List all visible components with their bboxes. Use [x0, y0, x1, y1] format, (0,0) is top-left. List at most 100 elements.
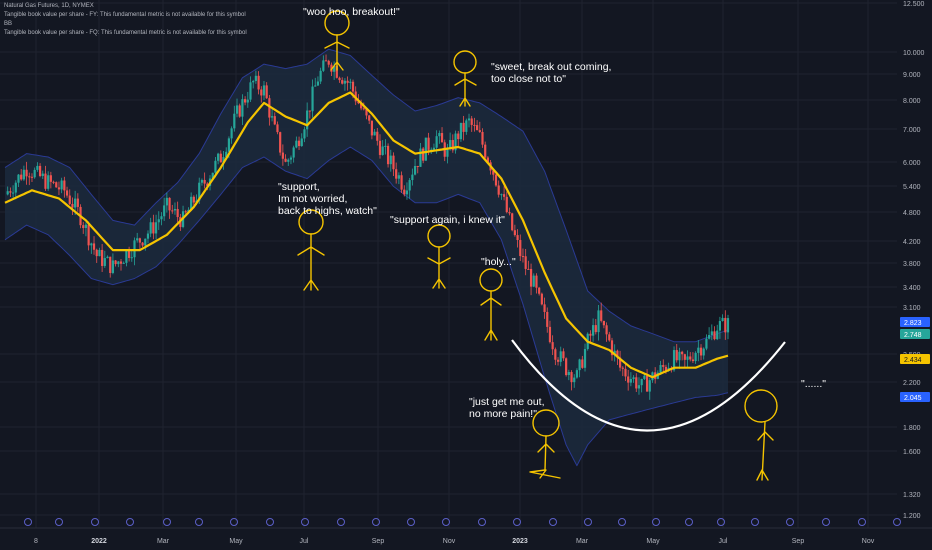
candle — [327, 59, 330, 68]
candle — [30, 173, 34, 183]
candle — [694, 351, 697, 364]
candle-body — [438, 133, 441, 137]
y-tick-label: 7.000 — [903, 127, 921, 134]
candle-body — [333, 65, 336, 72]
candle-body — [111, 260, 115, 273]
candle-body — [211, 172, 214, 179]
indicator-line-fq: Tangible book value per share - FQ: This… — [4, 30, 247, 36]
candle — [141, 242, 144, 248]
bb-upper-line — [4, 48, 729, 343]
candle — [314, 77, 317, 87]
candle-body — [389, 155, 392, 165]
event-marker-icon — [685, 518, 693, 526]
candle — [114, 260, 117, 267]
candle — [160, 212, 163, 226]
candle-body — [246, 99, 249, 103]
stick-figure-body — [454, 72, 477, 107]
candle — [14, 180, 17, 200]
candle-body — [492, 170, 495, 175]
x-tick-label: Mar — [157, 538, 170, 545]
candle — [44, 165, 47, 191]
x-tick-label: May — [646, 538, 660, 545]
candle — [637, 377, 641, 395]
candle — [605, 322, 608, 342]
candle-body — [422, 148, 425, 161]
x-tick-label: Nov — [443, 538, 456, 545]
event-marker-icon — [126, 518, 134, 526]
candle-body — [473, 124, 476, 126]
candle-body — [664, 366, 668, 371]
candle — [575, 368, 579, 379]
event-marker-icon — [372, 518, 380, 526]
candle — [592, 318, 595, 342]
event-marker-icon — [230, 518, 238, 526]
candle-body — [297, 140, 301, 147]
candle — [82, 221, 85, 234]
candle — [244, 96, 247, 106]
candle-body — [20, 174, 23, 180]
x-tick-label: Mar — [576, 538, 589, 545]
candle-body — [63, 180, 66, 191]
candle — [33, 167, 36, 179]
candle-body — [691, 359, 695, 362]
candle — [125, 249, 128, 267]
candle — [440, 127, 444, 143]
candle — [306, 102, 309, 137]
event-marker-icon — [893, 518, 901, 526]
candle-body — [672, 350, 676, 371]
candle-body — [306, 110, 309, 130]
candle-body — [419, 148, 422, 167]
y-tick-label: 8.000 — [903, 98, 921, 105]
candle-body — [659, 365, 662, 373]
candle-body — [219, 153, 222, 163]
candle — [284, 154, 287, 163]
candle — [233, 105, 236, 132]
cup-curve — [511, 339, 786, 432]
candle-body — [521, 256, 525, 258]
candle-body — [276, 124, 279, 133]
candle-body — [252, 80, 255, 83]
candle — [136, 232, 139, 243]
stick-figure-body — [324, 34, 350, 71]
candle-body — [233, 113, 236, 129]
candle — [521, 248, 525, 263]
candle — [721, 314, 724, 322]
candle-body — [357, 101, 360, 104]
candle-body — [154, 222, 158, 234]
candle — [84, 222, 88, 237]
candle-body — [254, 75, 257, 81]
candle-body — [127, 250, 131, 258]
candle — [502, 186, 506, 201]
candle-body — [427, 137, 430, 150]
event-marker-icon — [55, 518, 63, 526]
candle — [295, 136, 298, 149]
candle — [17, 173, 20, 187]
candle — [203, 172, 206, 189]
candle — [41, 170, 44, 179]
candle-body — [508, 212, 511, 214]
price-label-last: 2.823 — [900, 317, 930, 327]
candle-body — [435, 136, 438, 148]
candle-body — [702, 348, 705, 356]
candle — [465, 118, 468, 135]
candle — [589, 330, 592, 343]
candle-body — [527, 268, 530, 270]
candle-body — [144, 238, 147, 246]
candle-body — [637, 385, 641, 389]
candle-body — [136, 238, 139, 241]
candle-body — [578, 359, 581, 371]
candle-body — [535, 275, 538, 288]
candle-body — [217, 153, 220, 161]
candle-body — [289, 157, 293, 160]
candle-body — [130, 257, 133, 259]
event-marker-icon — [91, 518, 99, 526]
candle — [610, 337, 614, 361]
candle — [451, 134, 454, 153]
candle — [378, 134, 382, 159]
candle-body — [184, 211, 187, 213]
x-tick-label: 8 — [34, 538, 38, 545]
candle — [71, 197, 74, 215]
candle-body — [602, 320, 606, 326]
candle-body — [543, 304, 546, 312]
